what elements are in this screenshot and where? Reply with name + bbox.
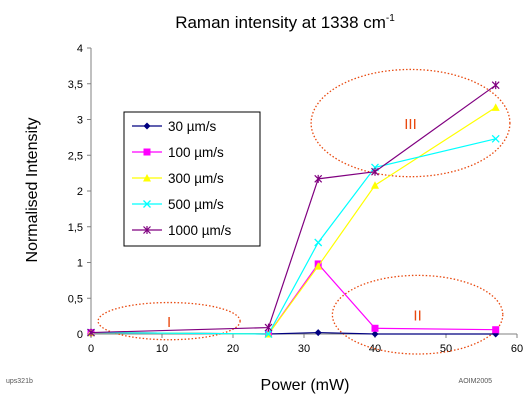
region-label: I: [167, 314, 171, 331]
series-1000-m-s: [87, 81, 500, 337]
data-point: [314, 329, 322, 337]
y-tick-label: 4: [77, 43, 83, 55]
legend-label: 500 µm/s: [168, 197, 224, 212]
chart-title-superscript: -1: [386, 13, 395, 24]
x-tick-label: 0: [88, 343, 94, 355]
chart-title: Raman intensity at 1338 cm-1: [175, 13, 395, 32]
legend-item: 1000 µm/s: [132, 223, 232, 238]
data-point: [491, 81, 500, 90]
series-group: [87, 81, 500, 338]
y-tick-label: 1,5: [68, 222, 83, 234]
axes: 00,511,522,533,540 10 20 30 40 50 60: [68, 43, 523, 355]
data-point: [87, 328, 95, 337]
data-point: [264, 330, 273, 338]
series-line: [90, 262, 496, 335]
chart-title-main: Raman intensity at 1338 cm: [175, 13, 386, 32]
data-point: [491, 103, 500, 111]
legend-label: 1000 µm/s: [168, 223, 232, 238]
data-point: [314, 174, 323, 183]
data-point: [371, 330, 379, 338]
legend: 30 µm/s 100 µm/s 300 µm/s 500 µm/s 1000 µm/s: [123, 111, 261, 247]
legend-item: 300 µm/s: [132, 171, 224, 186]
data-point: [143, 174, 151, 182]
data-point: [371, 181, 379, 189]
x-tick-label: 30: [298, 343, 310, 355]
x-tick-label: 20: [227, 343, 239, 355]
y-tick-label: 1: [77, 258, 83, 270]
legend-item: 500 µm/s: [132, 197, 224, 212]
data-point: [143, 122, 151, 130]
region-label: III: [404, 116, 417, 133]
x-tick-label: 50: [440, 343, 452, 355]
series-100-m-s: [87, 260, 500, 338]
y-tick-label: 3,5: [68, 79, 83, 91]
region-label: II: [413, 308, 421, 325]
x-tick-label: 60: [511, 343, 523, 355]
data-point: [371, 324, 379, 332]
y-tick-label: 3: [77, 115, 83, 127]
data-point: [143, 226, 151, 234]
region-ellipse: [310, 68, 511, 178]
legend-label: 300 µm/s: [168, 171, 224, 186]
data-point: [143, 148, 151, 156]
data-point: [314, 238, 323, 247]
y-tick-label: 0: [77, 329, 83, 341]
y-tick-label: 2: [77, 186, 83, 198]
legend-label: 100 µm/s: [168, 145, 224, 160]
x-axis-label: Power (mW): [261, 377, 350, 394]
region-ellipse: [97, 301, 241, 341]
legend-label: 30 µm/s: [168, 119, 217, 134]
data-point: [314, 262, 323, 270]
data-point: [491, 134, 500, 143]
region-ellipse: [331, 274, 504, 355]
data-point: [371, 167, 379, 176]
x-tick-label: 10: [156, 343, 168, 355]
y-tick-label: 0,5: [68, 293, 83, 305]
data-point: [492, 326, 500, 334]
y-tick-label: 2,5: [68, 150, 83, 162]
data-point: [143, 200, 151, 208]
legend-item: 30 µm/s: [132, 119, 217, 134]
footer-left: ups321b: [6, 378, 33, 385]
footer-right: AOIM2005: [459, 378, 493, 385]
legend-item: 100 µm/s: [132, 145, 224, 160]
data-point: [264, 323, 273, 332]
y-axis-label: Normalised Intensity: [24, 118, 41, 263]
